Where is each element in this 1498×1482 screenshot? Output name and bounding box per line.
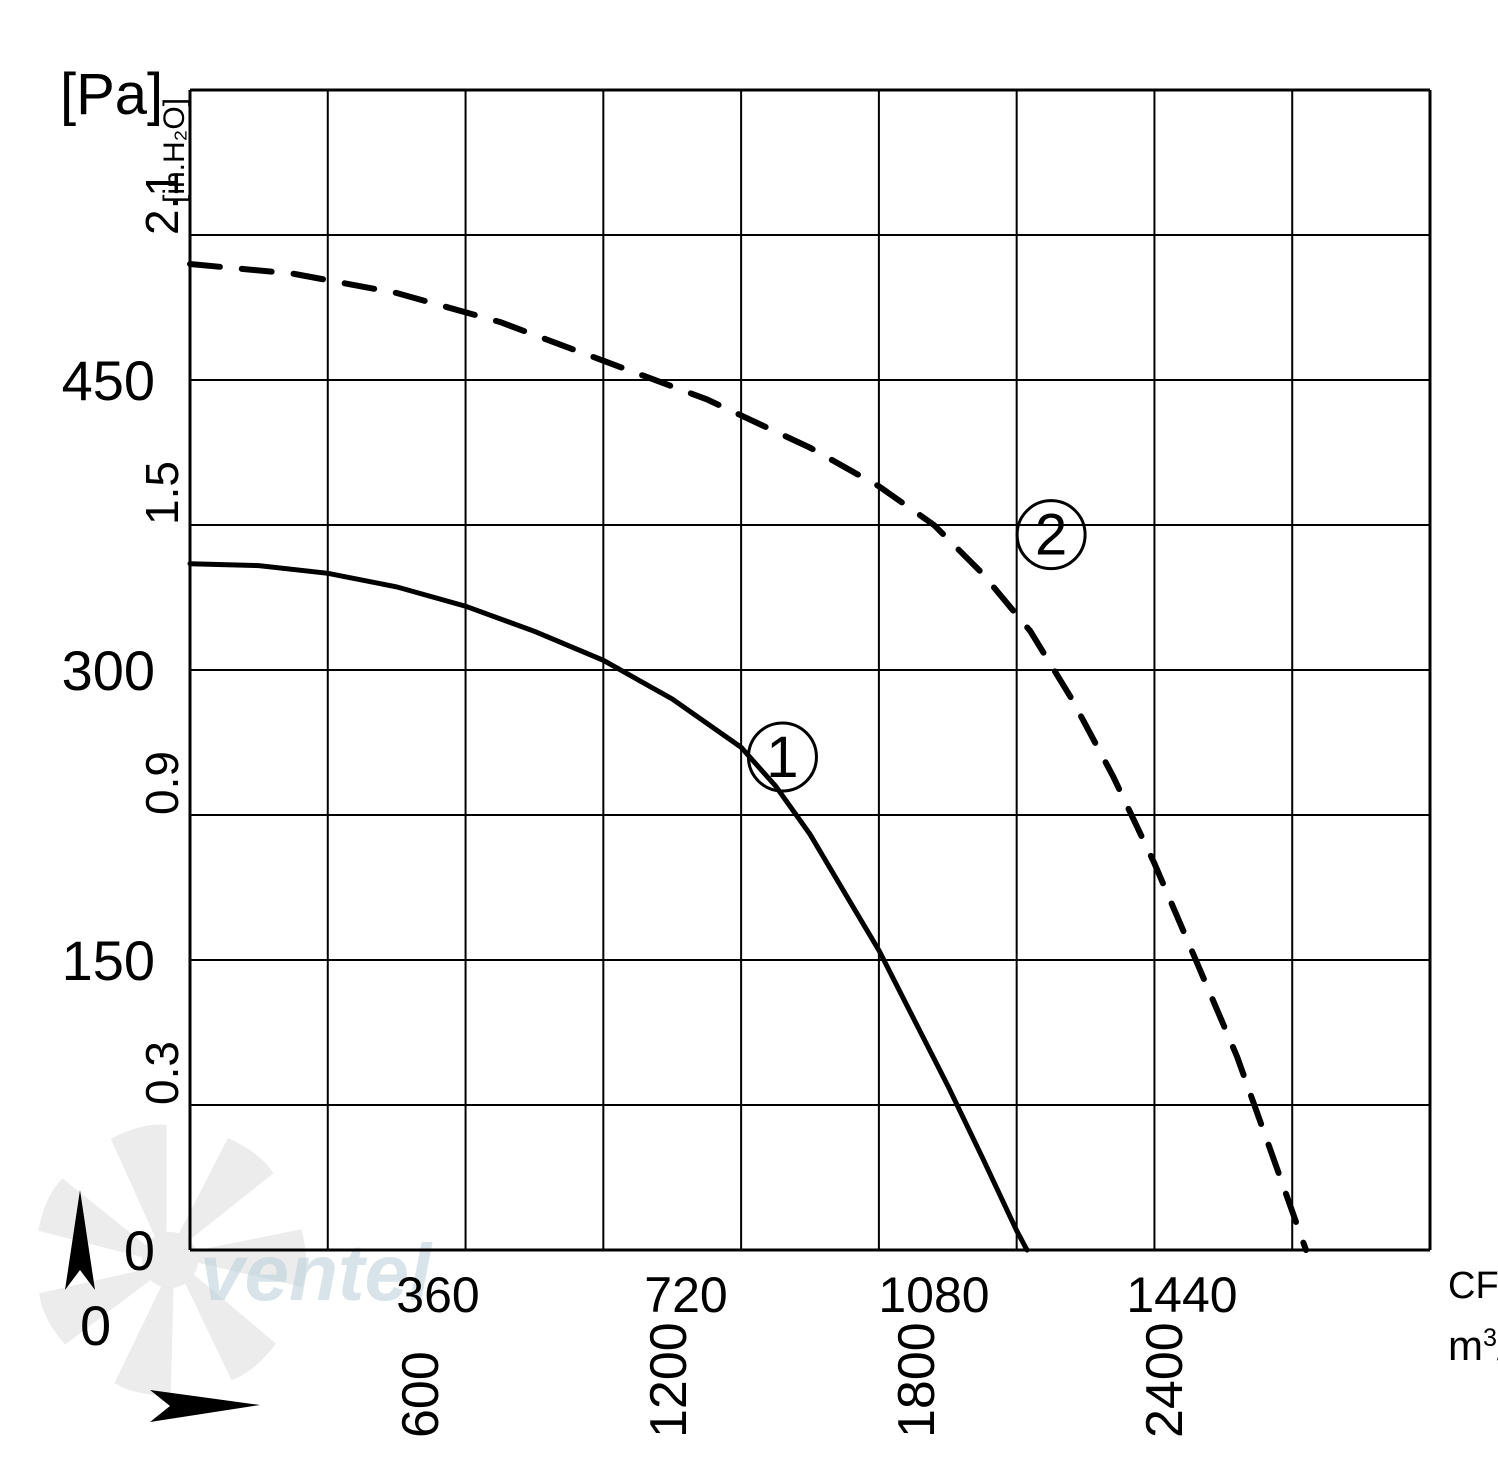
series-label-2: 2 [1035, 503, 1067, 568]
y-tick-pa: 0 [124, 1219, 155, 1282]
x-tick-cfm: 1440 [1126, 1267, 1237, 1323]
y-axis-label-inh2o: [in.H₂O] [158, 98, 191, 203]
x-tick-cfm: 720 [644, 1267, 727, 1323]
series-label-1: 1 [766, 725, 798, 790]
x-tick-cfm: 360 [396, 1267, 479, 1323]
x-tick-cfm: 1080 [878, 1267, 989, 1323]
x-tick-m3h: 1200 [640, 1322, 698, 1438]
origin-zero: 0 [80, 1294, 111, 1357]
x-axis-label-cfm: CFM [1448, 1265, 1498, 1307]
y-tick-pa: 450 [62, 349, 155, 412]
y-tick-pa: 150 [62, 929, 155, 992]
y-tick-pa: 300 [62, 639, 155, 702]
x-tick-m3h: 1800 [888, 1322, 946, 1438]
fan-performance-chart: ventel0150300450[Pa]0.30.91.52.1[in.H₂O]… [0, 0, 1498, 1482]
y-tick-inh2o: 1.5 [136, 461, 188, 525]
y-tick-inh2o: 0.3 [136, 1041, 188, 1105]
x-tick-m3h: 600 [392, 1351, 450, 1438]
y-axis-label-pa: [Pa] [60, 62, 163, 127]
y-tick-inh2o: 0.9 [136, 751, 188, 815]
x-tick-m3h: 2400 [1136, 1322, 1194, 1438]
